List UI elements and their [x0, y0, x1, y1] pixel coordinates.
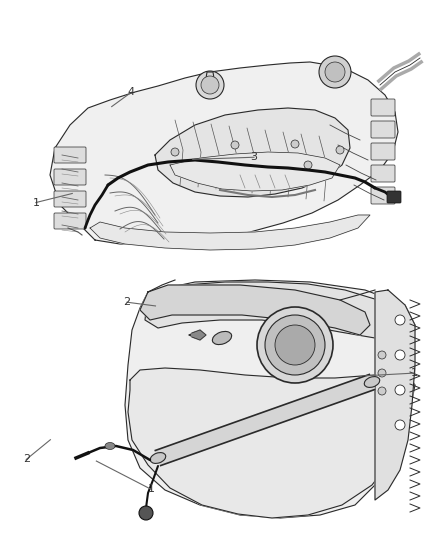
FancyBboxPatch shape [387, 191, 401, 203]
Circle shape [265, 315, 325, 375]
Circle shape [325, 62, 345, 82]
Circle shape [196, 71, 224, 99]
FancyBboxPatch shape [54, 213, 86, 229]
Ellipse shape [364, 377, 380, 387]
Circle shape [378, 351, 386, 359]
FancyBboxPatch shape [371, 121, 395, 138]
Text: 1: 1 [32, 198, 39, 207]
FancyBboxPatch shape [371, 143, 395, 160]
Ellipse shape [105, 442, 115, 449]
FancyBboxPatch shape [54, 147, 86, 163]
Text: 3: 3 [251, 152, 258, 162]
Polygon shape [155, 375, 374, 465]
Circle shape [336, 146, 344, 154]
Polygon shape [170, 152, 340, 191]
FancyBboxPatch shape [371, 99, 395, 116]
Polygon shape [125, 280, 415, 518]
Polygon shape [375, 290, 415, 500]
Text: 1: 1 [148, 484, 155, 494]
Circle shape [304, 161, 312, 169]
Circle shape [275, 325, 315, 365]
FancyBboxPatch shape [371, 187, 395, 204]
Ellipse shape [212, 332, 232, 344]
Ellipse shape [150, 453, 166, 463]
FancyBboxPatch shape [54, 169, 86, 185]
Polygon shape [50, 62, 398, 244]
Text: 1: 1 [410, 368, 417, 378]
Circle shape [319, 56, 351, 88]
Polygon shape [90, 215, 370, 250]
Text: 2: 2 [124, 297, 131, 307]
Circle shape [395, 315, 405, 325]
Polygon shape [128, 368, 415, 518]
Polygon shape [140, 285, 370, 335]
Polygon shape [192, 330, 206, 340]
Polygon shape [155, 108, 350, 197]
Circle shape [171, 148, 179, 156]
Circle shape [395, 350, 405, 360]
Circle shape [395, 385, 405, 395]
Text: 2: 2 [23, 455, 30, 464]
Circle shape [378, 369, 386, 377]
Circle shape [139, 506, 153, 520]
FancyBboxPatch shape [371, 165, 395, 182]
Text: 4: 4 [128, 87, 135, 97]
Circle shape [291, 140, 299, 148]
Circle shape [231, 141, 239, 149]
Circle shape [395, 420, 405, 430]
Circle shape [257, 307, 333, 383]
Polygon shape [145, 282, 395, 338]
Circle shape [201, 76, 219, 94]
Circle shape [378, 387, 386, 395]
FancyBboxPatch shape [54, 191, 86, 207]
